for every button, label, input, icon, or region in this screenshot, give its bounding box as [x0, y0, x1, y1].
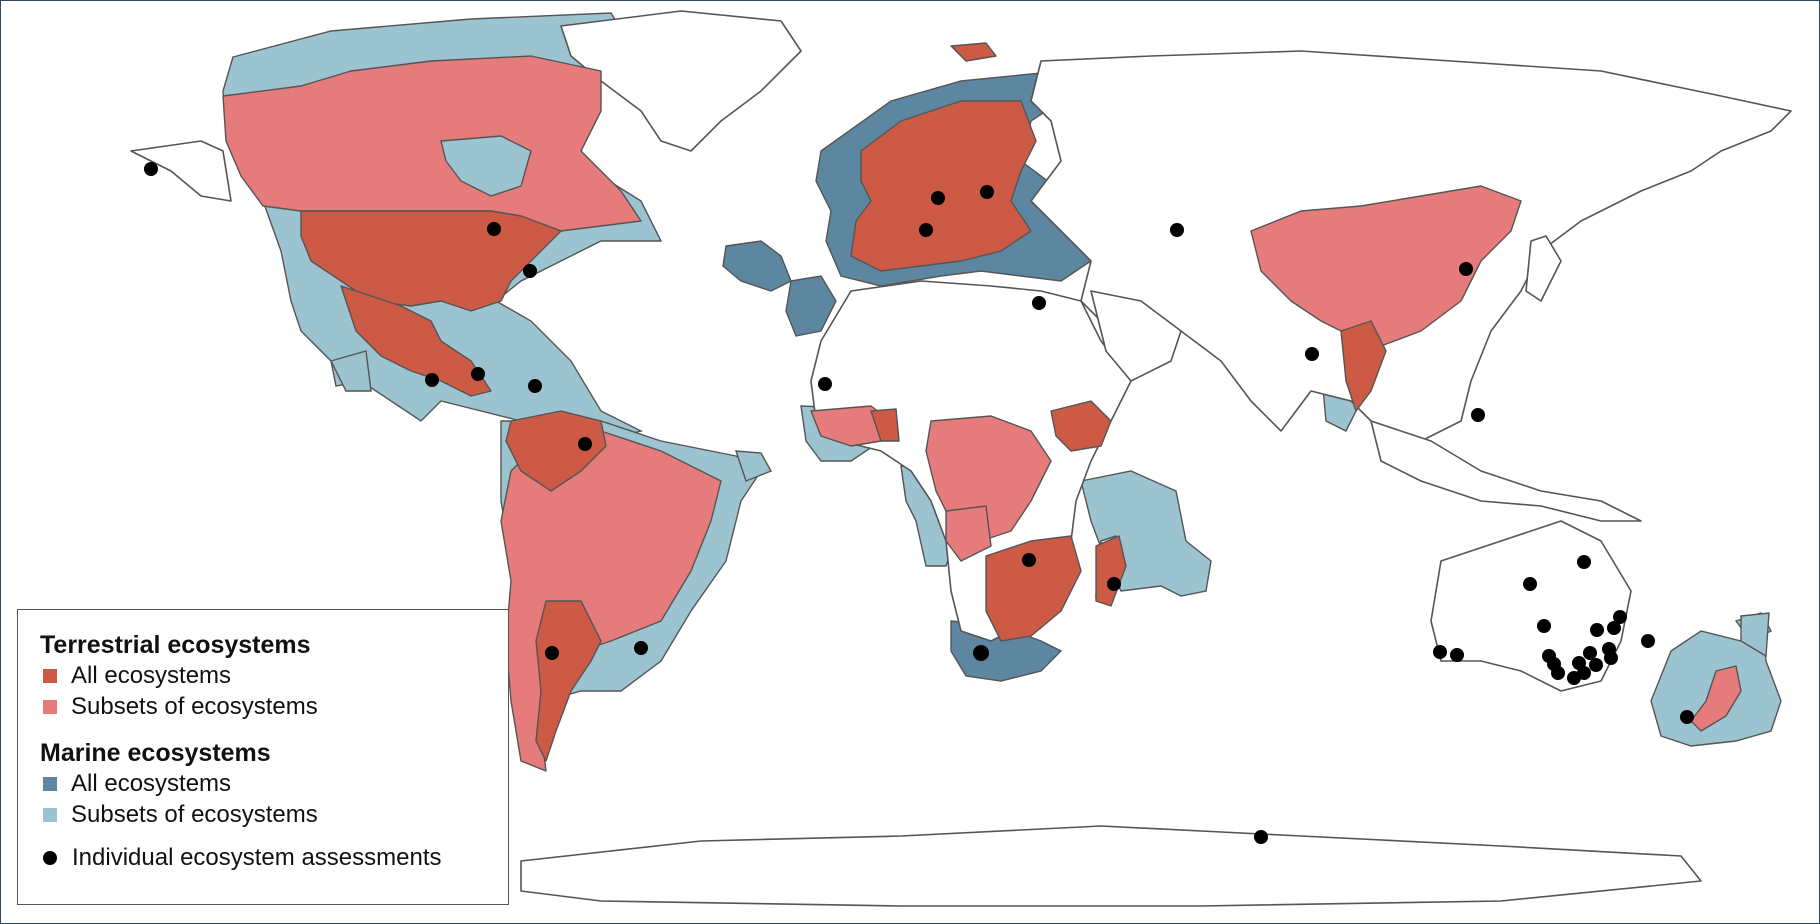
assessment-dot-india: [1305, 347, 1319, 361]
country-europe-group: [850, 100, 1037, 272]
legend-row-marine-all: All ecosystems: [40, 768, 488, 799]
country-mexico-central-america: [340, 285, 492, 397]
country-argentina-chile: [535, 600, 602, 762]
assessment-dot-usa-north: [487, 222, 501, 236]
assessment-dot-australia-w2: [1450, 648, 1464, 662]
legend-label-marine-subsets: Subsets of ecosystems: [71, 801, 318, 828]
assessment-dots: [144, 162, 1694, 844]
legend-marine-heading: Marine ecosystems: [40, 739, 271, 767]
assessment-dot-zambia: [1022, 553, 1036, 567]
map-legend: Terrestrial ecosystems All ecosystems Su…: [17, 609, 509, 905]
legend-label-terrestrial-subsets: Subsets of ecosystems: [71, 693, 318, 720]
country-usa: [300, 210, 562, 312]
assessment-dot-australia-se3: [1551, 666, 1565, 680]
assessment-dot-new-zealand: [1680, 710, 1694, 724]
assessment-dot-madagascar: [1107, 577, 1121, 591]
legend-swatch-marine-all: [43, 776, 57, 791]
assessment-dot-caribbean: [528, 379, 542, 393]
legend-row-marine-subsets: Subsets of ecosystems: [40, 799, 488, 830]
legend-dot-icon: [43, 850, 57, 865]
landmass-arabia: [1090, 290, 1182, 382]
assessment-dot-germany: [931, 191, 945, 205]
assessment-dot-australia-e1: [1537, 619, 1551, 633]
assessment-dot-australia-se6: [1589, 658, 1603, 672]
assessment-dot-australia-w1: [1433, 645, 1447, 659]
assessment-dot-australia-se10: [1567, 671, 1581, 685]
landmass-japan: [1525, 235, 1562, 302]
legend-row-terrestrial-all: All ecosystems: [40, 660, 488, 691]
country-china: [1250, 185, 1522, 347]
marine-zone-hudson-bay: [440, 135, 532, 197]
assessment-dot-kazakhstan: [1170, 223, 1184, 237]
assessment-dot-guatemala: [471, 367, 485, 381]
country-canada: [222, 55, 642, 232]
legend-swatch-terrestrial-all: [43, 668, 57, 683]
landmass-alaska: [130, 140, 232, 202]
country-angola-subset: [945, 505, 992, 562]
marine-zone-pacific-mexico: [329, 350, 372, 392]
assessment-dot-mexico: [425, 373, 439, 387]
country-southern-africa: [985, 535, 1082, 642]
assessment-dot-philippines: [1471, 408, 1485, 422]
landmass-antarctica: [520, 825, 1702, 907]
marine-zone-canary-islands: [785, 275, 837, 337]
marine-zone-south-atlantic-island: [735, 450, 772, 482]
country-ethiopia: [1050, 400, 1112, 452]
assessment-dot-uruguay: [634, 641, 648, 655]
assessment-dot-usa-east: [523, 264, 537, 278]
country-venezuela-colombia: [505, 410, 607, 492]
country-madagascar: [1095, 535, 1127, 607]
legend-label-assessments: Individual ecosystem assessments: [72, 844, 442, 871]
assessment-dot-poland: [980, 185, 994, 199]
marine-zone-new-zealand-south: [1740, 612, 1770, 658]
assessment-dot-south-africa: [973, 645, 989, 661]
assessment-dot-australia-n: [1577, 555, 1591, 569]
marine-zone-azores: [722, 240, 792, 292]
assessment-dot-australia-e4: [1613, 610, 1627, 624]
assessment-dot-egypt: [1032, 296, 1046, 310]
assessment-dot-korea: [1459, 262, 1473, 276]
legend-row-terrestrial-subsets: Subsets of ecosystems: [40, 691, 488, 722]
legend-terrestrial-heading: Terrestrial ecosystems: [40, 631, 311, 659]
legend-swatch-terrestrial-subsets: [43, 699, 57, 714]
assessment-dot-antarctica: [1254, 830, 1268, 844]
country-new-zealand: [1690, 665, 1742, 732]
terrestrial-all-layer: [300, 42, 1742, 762]
assessment-dot-france: [919, 223, 933, 237]
legend-label-marine-all: All ecosystems: [71, 770, 232, 797]
assessment-dot-lord-howe: [1641, 634, 1655, 648]
legend-label-terrestrial-all: All ecosystems: [71, 662, 232, 689]
assessment-dot-venezuela: [578, 437, 592, 451]
assessment-dot-australia-e3: [1607, 621, 1621, 635]
country-west-africa-all: [870, 408, 900, 442]
landmass-southeast-asia: [1370, 420, 1642, 522]
country-iceland: [950, 42, 997, 62]
legend-swatch-marine-subsets: [43, 807, 57, 822]
assessment-dot-chile: [545, 646, 559, 660]
country-myanmar: [1340, 320, 1387, 412]
assessment-dot-australia-se5: [1583, 646, 1597, 660]
assessment-dot-australia-c: [1523, 577, 1537, 591]
assessment-dot-australia-e2: [1590, 623, 1604, 637]
legend-row-assessments: Individual ecosystem assessments: [40, 842, 488, 873]
assessment-dot-australia-se9: [1604, 651, 1618, 665]
assessment-dot-senegal: [818, 377, 832, 391]
assessment-dot-alaska: [144, 162, 158, 176]
